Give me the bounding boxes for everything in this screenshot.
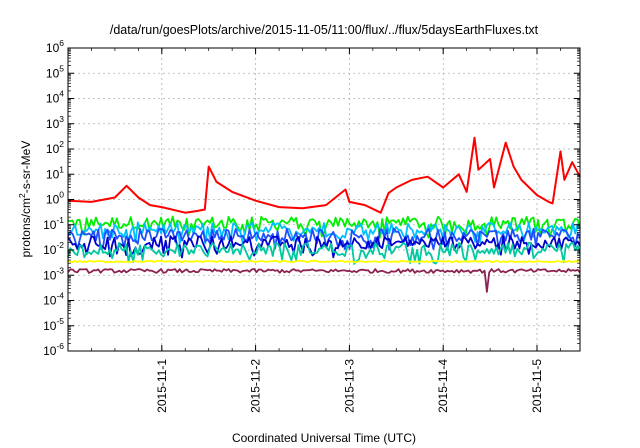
series-line bbox=[67, 268, 581, 293]
series-group bbox=[67, 136, 581, 293]
y-tick-label: 102 bbox=[46, 139, 64, 156]
y-tick-label: 103 bbox=[46, 114, 64, 131]
chart-title: /data/run/goesPlots/archive/2015-11-05/1… bbox=[110, 23, 539, 37]
y-tick-label: 10-2 bbox=[43, 240, 64, 257]
x-tick-label: 2015-11-2 bbox=[249, 359, 263, 413]
y-tick-label: 10-5 bbox=[43, 316, 64, 333]
series-line bbox=[67, 215, 581, 239]
y-tick-label: 10-4 bbox=[43, 291, 64, 308]
series-line bbox=[67, 235, 581, 259]
y-tick-label: 101 bbox=[46, 164, 64, 181]
x-axis: 2015-11-1 2015-11-2 2015-11-3 2015-11-4 2015… bbox=[67, 48, 561, 413]
x-tick-label: 2015-11-4 bbox=[436, 359, 450, 413]
series-line bbox=[67, 259, 581, 264]
series-line bbox=[67, 136, 581, 214]
grid bbox=[68, 48, 580, 351]
y-tick-label: 105 bbox=[46, 63, 64, 80]
y-tick-label: 10-1 bbox=[43, 215, 64, 232]
y-axis-label: protons/cm2-s-sr-MeV bbox=[17, 141, 33, 258]
y-tick-label: 10-6 bbox=[43, 341, 64, 358]
y-tick-label: 106 bbox=[46, 38, 64, 55]
x-tick-label: 2015-11-5 bbox=[530, 359, 544, 413]
x-tick-label: 2015-11-1 bbox=[155, 359, 169, 413]
series-line bbox=[67, 221, 581, 245]
y-tick-label: 104 bbox=[46, 89, 64, 106]
x-axis-label: Coordinated Universal Time (UTC) bbox=[232, 431, 416, 445]
x-tick-label: 2015-11-3 bbox=[342, 359, 356, 413]
y-tick-label: 100 bbox=[46, 190, 64, 207]
y-axis: 10-6 10-5 10-4 10-3 10-2 10-1 100 101 102 103 104 1… bbox=[43, 38, 580, 358]
y-tick-label: 10-3 bbox=[43, 265, 64, 282]
series-line bbox=[67, 242, 581, 265]
